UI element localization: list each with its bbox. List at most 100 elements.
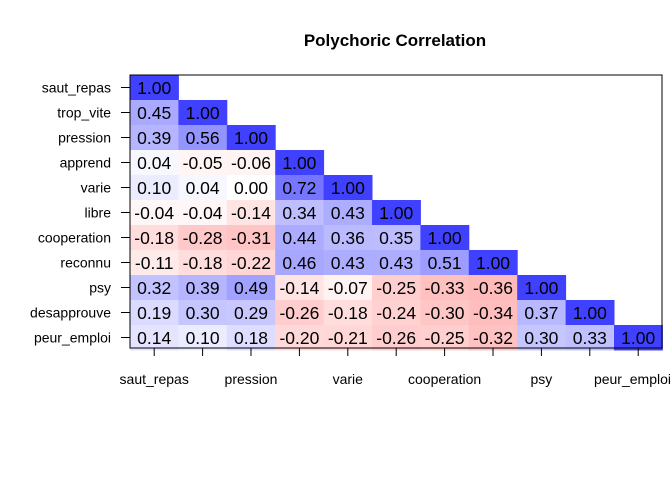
cell-value-label: 1.00 (137, 78, 171, 98)
cell-value-label: 0.37 (524, 303, 558, 323)
cell-value-label: 0.10 (137, 178, 171, 198)
heatmap-cell (178, 100, 228, 126)
heatmap-cell (323, 300, 373, 326)
heatmap-cell (178, 175, 228, 201)
x-tick-label: pression (225, 371, 278, 387)
cell-value-label: 1.00 (186, 103, 220, 123)
heatmap-cell (275, 325, 325, 351)
heatmap-cell (226, 125, 276, 151)
cell-value-label: 0.04 (137, 153, 171, 173)
cell-value-label: 0.72 (282, 178, 316, 198)
cell-value-label: -0.22 (231, 253, 271, 273)
heatmap-cell (517, 300, 567, 326)
heatmap-cell (130, 200, 179, 226)
cell-value-label: -0.11 (135, 253, 174, 273)
cell-value-label: -0.14 (231, 203, 271, 223)
heatmap-cell (323, 175, 373, 201)
heatmap-cell (275, 175, 325, 201)
heatmap-cell (372, 200, 421, 226)
heatmap-cell (226, 200, 276, 226)
cell-value-label: -0.06 (231, 153, 271, 173)
heatmap-cell (178, 300, 228, 326)
cell-value-label: -0.26 (376, 328, 416, 348)
heatmap-cell (130, 275, 179, 301)
cell-value-label: -0.30 (425, 303, 465, 323)
heatmap-cell (420, 300, 470, 326)
cell-value-label: -0.24 (376, 303, 416, 323)
cell-value-label: -0.25 (425, 328, 465, 348)
heatmap-cell (420, 225, 470, 251)
cell-value-label: 0.29 (234, 303, 268, 323)
cell-value-label: -0.18 (134, 228, 174, 248)
cell-value-label: -0.07 (328, 278, 368, 298)
cell-value-label: 1.00 (331, 178, 365, 198)
cell-value-label: -0.34 (473, 303, 513, 323)
y-tick-label: psy (89, 280, 111, 296)
heatmap-cell (178, 125, 228, 151)
heatmap-cell (178, 275, 228, 301)
heatmap-cell (130, 125, 179, 151)
heatmap-cell (372, 250, 421, 276)
y-tick-label: pression (58, 130, 111, 146)
cell-value-label: -0.36 (473, 278, 513, 298)
heatmap-cell (468, 275, 518, 301)
x-tick-label: cooperation (408, 371, 481, 387)
heatmap-cell (565, 325, 615, 351)
heatmap-cell (275, 200, 325, 226)
heatmap-cell (226, 175, 276, 201)
x-tick-label: peur_emploi (594, 371, 671, 387)
cell-value-label: -0.14 (279, 278, 319, 298)
heatmap-cell (614, 325, 663, 351)
cell-value-label: 0.39 (186, 278, 220, 298)
heatmap-cell (178, 250, 228, 276)
y-tick-label: desapprouve (30, 305, 111, 321)
cell-value-label: 0.14 (137, 328, 171, 348)
heatmap-cell (468, 325, 518, 351)
x-tick-label: psy (531, 371, 553, 387)
cell-value-label: -0.33 (425, 278, 465, 298)
y-tick-label: trop_vite (57, 105, 111, 121)
heatmap-cell (178, 200, 228, 226)
heatmap-cell (130, 175, 179, 201)
cell-value-label: 0.56 (186, 128, 220, 148)
cell-value-label: -0.28 (183, 228, 223, 248)
heatmap-cell (275, 250, 325, 276)
heatmap-cell (130, 250, 179, 276)
heatmap-cell (275, 225, 325, 251)
cell-value-label: -0.05 (183, 153, 223, 173)
cell-value-label: 0.43 (331, 203, 365, 223)
heatmap-cell (468, 300, 518, 326)
cell-value-label: -0.18 (183, 253, 223, 273)
heatmap-cell (226, 250, 276, 276)
y-tick-label: saut_repas (42, 80, 111, 96)
heatmap-cell (275, 150, 325, 176)
cell-value-label: 1.00 (234, 128, 268, 148)
cell-value-label: 0.39 (137, 128, 171, 148)
heatmap-cell (178, 150, 228, 176)
cell-value-label: -0.26 (279, 303, 319, 323)
heatmap-cell (420, 325, 470, 351)
chart-title: Polychoric Correlation (304, 31, 486, 50)
heatmap-cell (178, 325, 228, 351)
cell-value-label: 1.00 (428, 228, 462, 248)
heatmap-cell (323, 250, 373, 276)
cell-value-label: 0.33 (573, 328, 607, 348)
y-axis: saut_repas trop_vite pression apprend varie l… (30, 80, 130, 346)
cell-value-label: 1.00 (476, 253, 510, 273)
cell-value-label: -0.04 (134, 203, 174, 223)
heatmap-cell (130, 225, 179, 251)
y-tick-label: reconnu (60, 255, 111, 271)
cell-value-label: 0.45 (137, 103, 171, 123)
heatmap-cell (226, 325, 276, 351)
cell-value-label: 1.00 (282, 153, 316, 173)
cell-value-label: 1.00 (621, 328, 655, 348)
cell-value-label: -0.31 (231, 228, 271, 248)
cell-layer: 1.00 0.45 1.00 0.39 0.56 1.00 0.04 -0.05 -0.06 1.… (130, 75, 663, 351)
cell-value-label: 1.00 (573, 303, 607, 323)
y-tick-label: varie (81, 180, 112, 196)
x-axis: saut_repas pression varie cooperation psy peu… (120, 348, 671, 387)
cell-value-label: -0.20 (279, 328, 319, 348)
heatmap-cell (130, 325, 179, 351)
cell-value-label: 1.00 (379, 203, 413, 223)
